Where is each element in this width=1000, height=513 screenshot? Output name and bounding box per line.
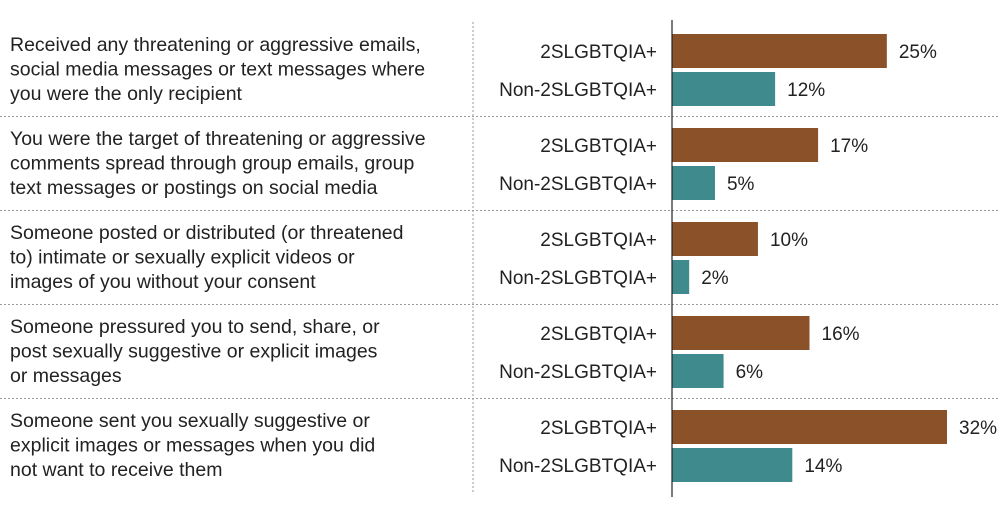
value-label: 2% [701, 268, 729, 289]
category-group: Someone posted or distributed (or threat… [10, 222, 808, 294]
bar [672, 354, 724, 388]
category-label: Someone sent you sexually suggestive or e… [10, 410, 375, 481]
value-label: 16% [822, 324, 860, 345]
category-label-line: Someone pressured you to send, share, or [10, 316, 380, 338]
value-label: 6% [736, 362, 764, 383]
category-group: Someone sent you sexually suggestive or e… [10, 410, 997, 482]
category-label: You were the target of threatening or ag… [10, 128, 426, 199]
category-group: You were the target of threatening or ag… [10, 128, 868, 200]
value-label: 17% [830, 136, 868, 157]
category-label: Someone posted or distributed (or threat… [10, 222, 404, 293]
bar [672, 34, 887, 68]
bar [672, 260, 690, 294]
category-group: Someone pressured you to send, share, or… [10, 316, 860, 388]
bar [672, 72, 776, 106]
series-label: 2SLGBTQIA+ [540, 136, 657, 157]
bar [672, 410, 947, 444]
series-label: 2SLGBTQIA+ [540, 42, 657, 63]
category-label-line: Someone sent you sexually suggestive or [10, 410, 370, 432]
category-label-line: post sexually suggestive or explicit ima… [10, 341, 378, 363]
category-label-line: social media messages or text messages w… [10, 59, 425, 81]
category-label-line: images of you without your consent [10, 271, 316, 293]
series-label: Non-2SLGBTQIA+ [499, 268, 657, 289]
bar [672, 166, 715, 200]
category-label-line: text messages or postings on social medi… [10, 177, 378, 199]
value-label: 25% [899, 42, 937, 63]
category-label-line: explicit images or messages when you did [10, 435, 375, 457]
category-label: Someone pressured you to send, share, or… [10, 316, 380, 387]
value-label: 12% [787, 80, 825, 101]
series-label: 2SLGBTQIA+ [540, 324, 657, 345]
category-label-line: You were the target of threatening or ag… [10, 128, 426, 150]
value-label: 5% [727, 174, 755, 195]
series-label: Non-2SLGBTQIA+ [499, 362, 657, 383]
category-label-line: comments spread through group emails, gr… [10, 153, 414, 175]
value-label: 32% [959, 418, 997, 439]
series-label: 2SLGBTQIA+ [540, 418, 657, 439]
category-label: Received any threatening or aggressive e… [10, 34, 425, 105]
series-label: 2SLGBTQIA+ [540, 230, 657, 251]
value-label: 10% [770, 230, 808, 251]
bar [672, 222, 758, 256]
category-label-line: not want to receive them [10, 459, 222, 481]
series-label: Non-2SLGBTQIA+ [499, 174, 657, 195]
category-label-line: you were the only recipient [10, 83, 243, 105]
category-label-line: Received any threatening or aggressive e… [10, 34, 421, 56]
category-label-line: to) intimate or sexually explicit videos… [10, 247, 355, 269]
series-label: Non-2SLGBTQIA+ [499, 456, 657, 477]
bar [672, 128, 819, 162]
series-label: Non-2SLGBTQIA+ [499, 80, 657, 101]
bar [672, 316, 810, 350]
bar [672, 448, 793, 482]
category-label-line: or messages [10, 365, 122, 387]
value-label: 14% [804, 456, 842, 477]
category-label-line: Someone posted or distributed (or threat… [10, 222, 404, 244]
category-group: Received any threatening or aggressive e… [10, 34, 937, 106]
